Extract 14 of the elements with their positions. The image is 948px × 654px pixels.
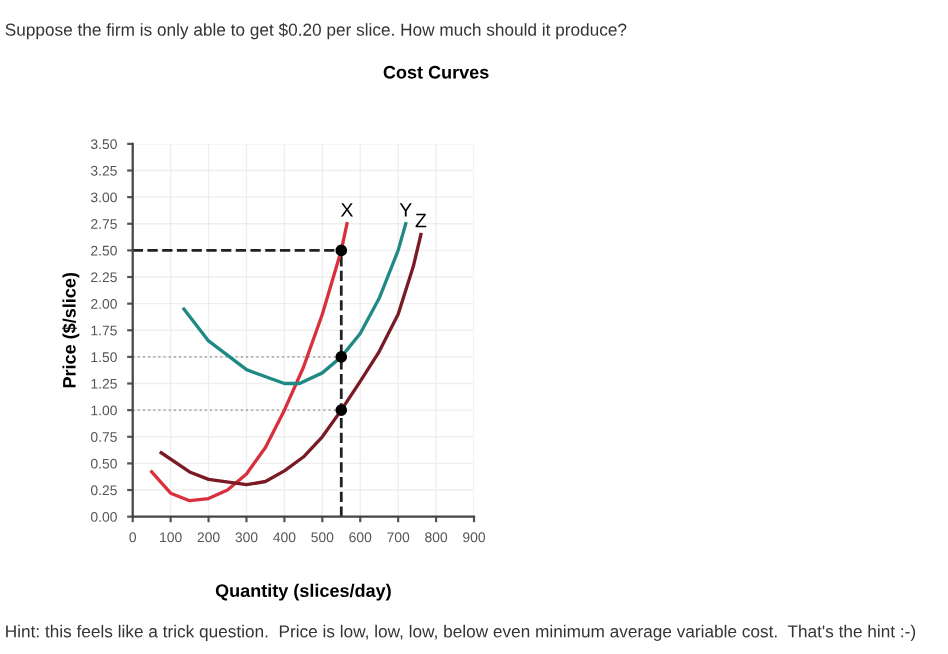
chart-title: Cost Curves xyxy=(383,65,489,79)
series-label: Z xyxy=(415,213,427,228)
series-label: Y xyxy=(399,203,412,217)
point xyxy=(335,244,348,257)
point xyxy=(335,351,348,363)
series-label: X xyxy=(340,203,354,217)
point xyxy=(335,404,348,416)
line-series xyxy=(159,232,423,487)
y-axis-title: Price ($/slice) xyxy=(62,272,80,388)
text: Suppose the firm is only able to get $0.20 per slice. How much should it produce? xyxy=(5,22,627,40)
x-axis-title: Quantity (slices/day) xyxy=(215,583,391,601)
line-series xyxy=(150,222,349,503)
line-series xyxy=(182,222,408,386)
text: Hint: this feels like a trick question. Price is low, low, low, below even minimum average variable cost. That's the hint :-) xyxy=(6,624,916,641)
